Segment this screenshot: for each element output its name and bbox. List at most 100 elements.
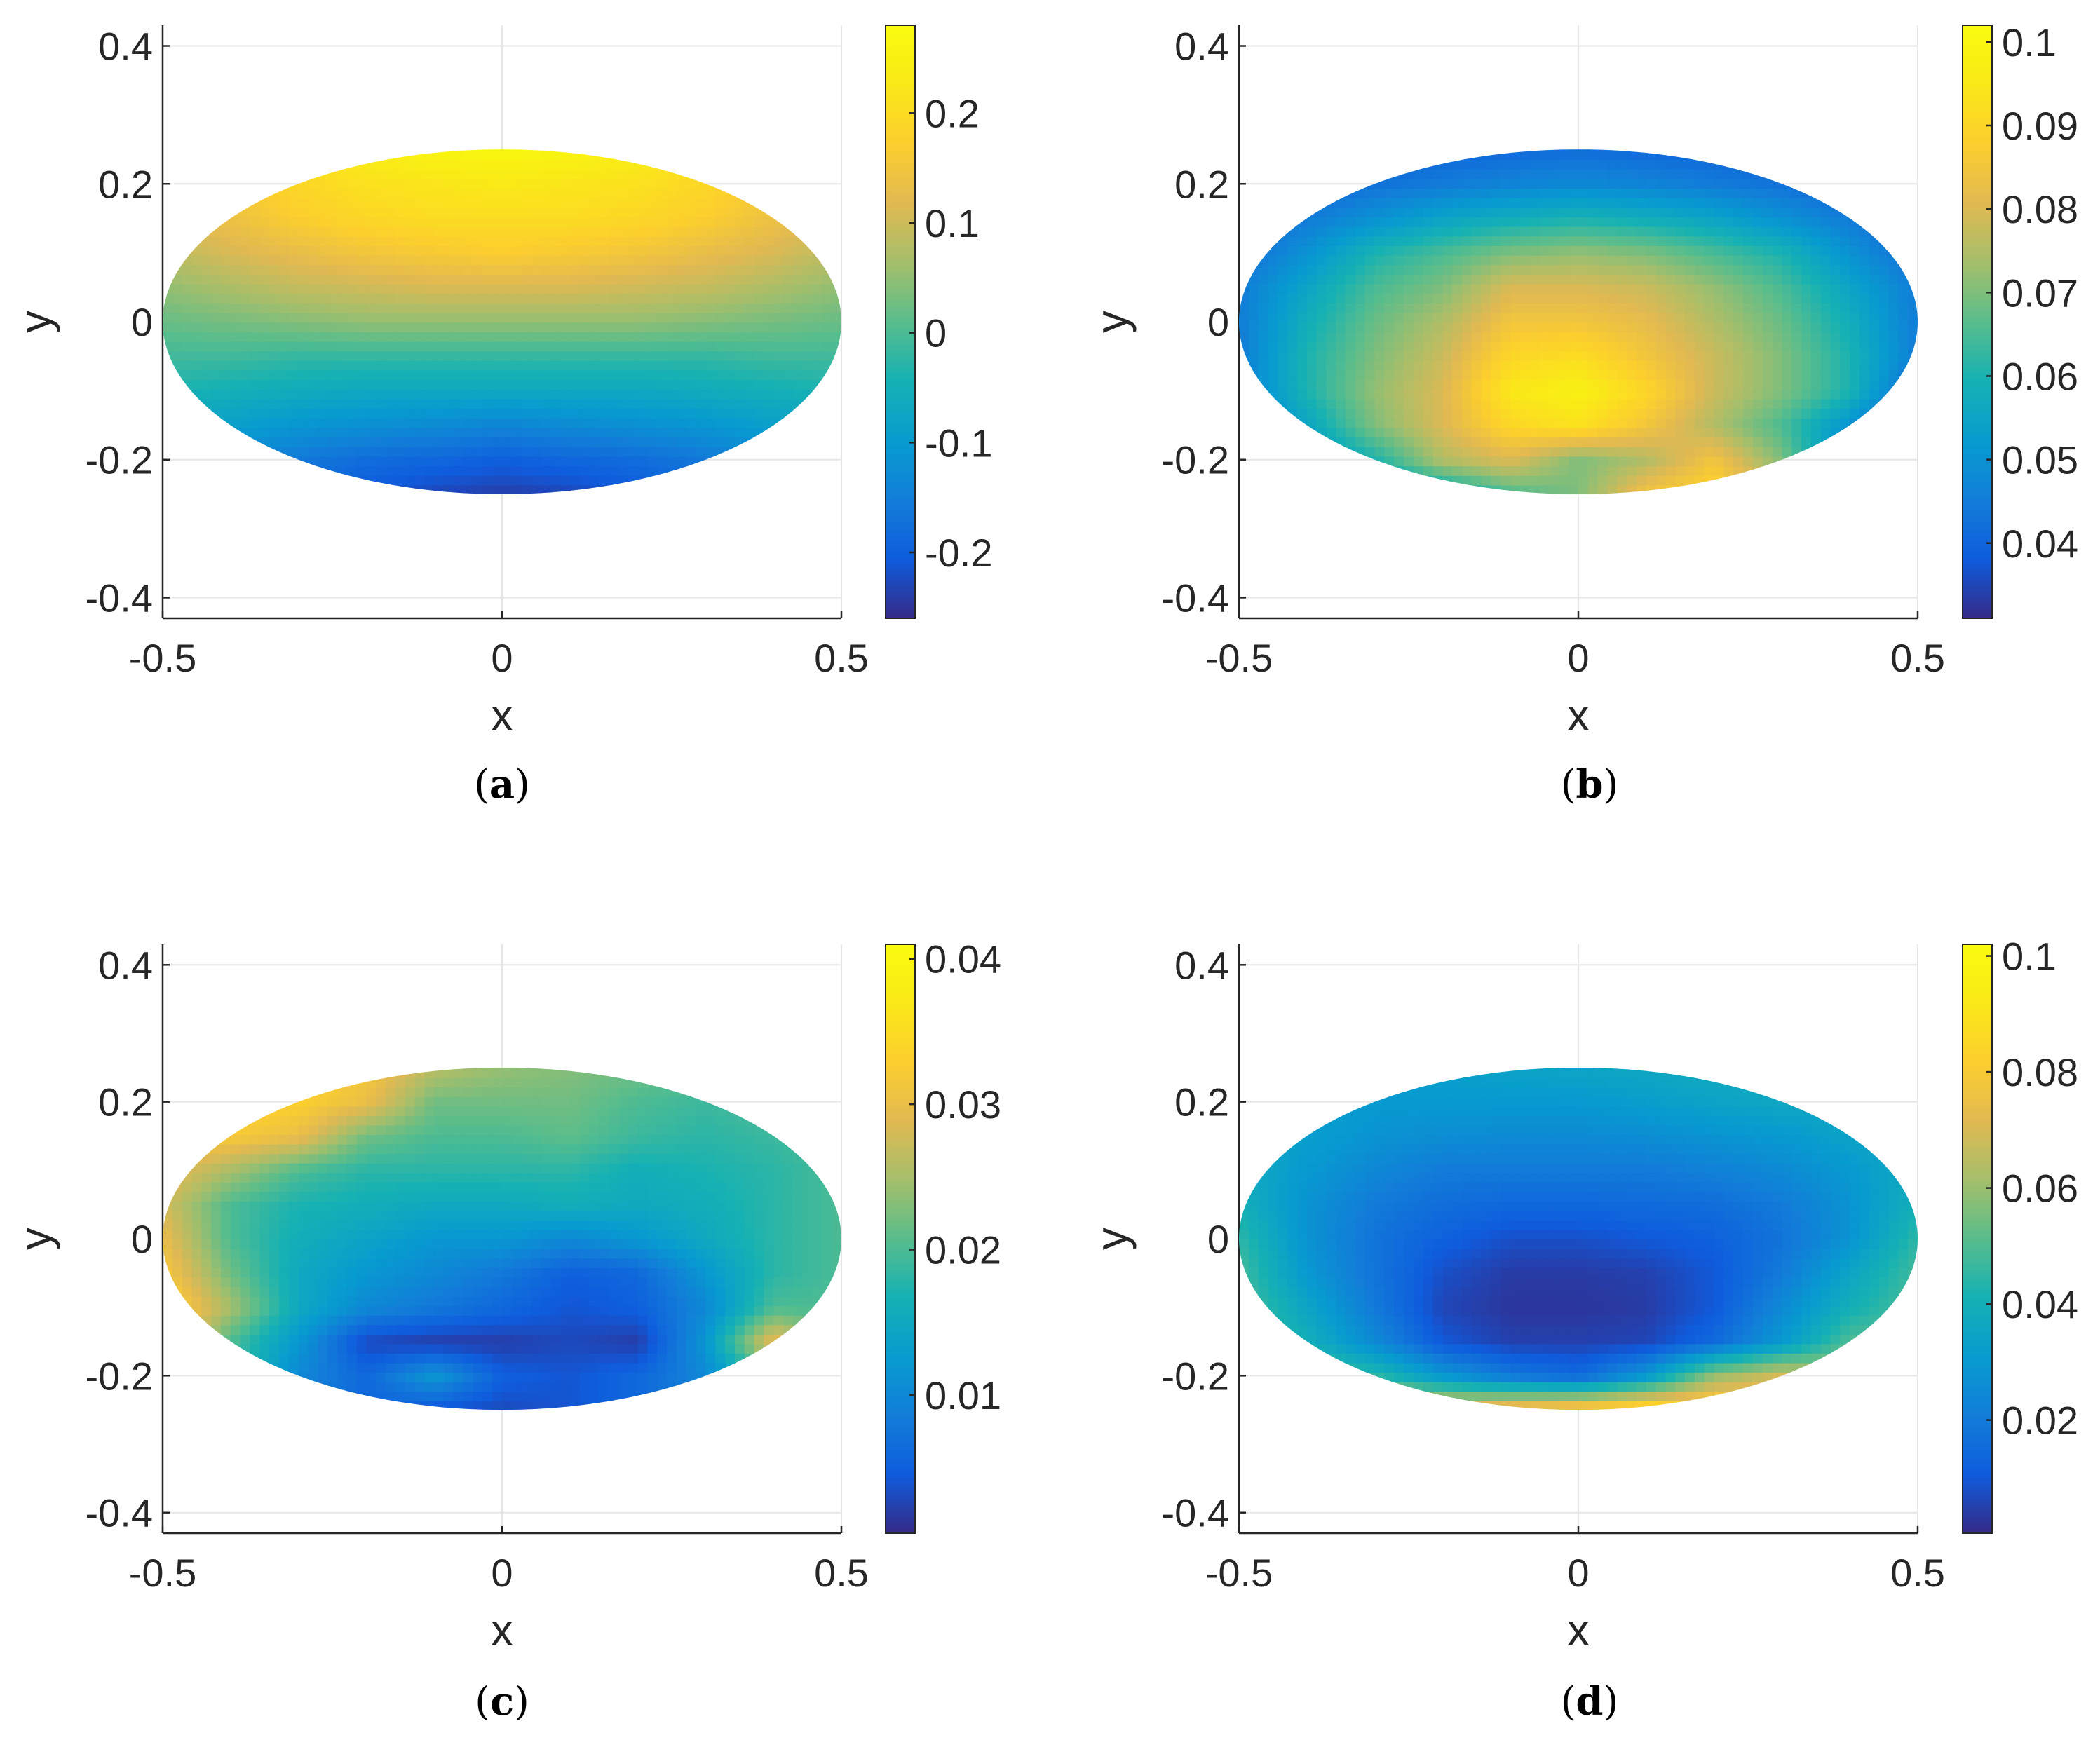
heatmap-cell [463,465,474,476]
heatmap-cell [1607,388,1618,400]
heatmap-cell [1869,341,1880,352]
heatmap-cell [1869,446,1880,457]
heatmap-cell [337,264,348,275]
heatmap-cell [579,149,590,160]
heatmap-cell [356,302,367,313]
heatmap-cell [1859,446,1871,457]
heatmap-cell [1636,341,1647,352]
heatmap-cell [792,427,804,438]
heatmap-cell [1423,322,1434,332]
heatmap-cell [1723,484,1735,494]
heatmap-cell [1539,331,1550,342]
heatmap-cell [1442,187,1454,198]
heatmap-cell [1258,350,1269,361]
heatmap-cell [715,293,726,304]
heatmap-cell [1743,187,1754,198]
heatmap-cell [647,407,658,419]
heatmap-cell [1723,407,1735,419]
heatmap-cell [589,350,600,361]
heatmap-cell [337,158,348,170]
heatmap-cell [1559,369,1570,381]
heatmap-cell [346,283,358,294]
heatmap-cell [647,369,658,381]
heatmap-cell [318,369,329,381]
heatmap-cell [414,427,426,438]
heatmap-cell [550,302,562,313]
heatmap-cell [1587,178,1599,189]
heatmap-cell [424,341,435,352]
heatmap-cell [1830,293,1841,304]
heatmap-cell [1432,417,1444,428]
heatmap-cell [444,254,455,266]
heatmap-cell [1801,350,1813,361]
heatmap-cell [705,484,717,494]
heatmap-cell [1306,283,1317,294]
heatmap-cell [686,484,697,494]
heatmap-cell [599,216,610,227]
heatmap-cell [589,484,600,494]
heatmap-cell [812,436,823,447]
heatmap-cell [1578,302,1590,313]
heatmap-cell [1413,456,1424,467]
heatmap-cell [1694,273,1705,285]
heatmap-cell [1413,407,1424,419]
heatmap-cell [1384,398,1395,409]
heatmap-cell [802,417,813,428]
heatmap-cell [1878,360,1890,371]
heatmap-cell [1772,436,1783,447]
heatmap-cell [327,254,339,266]
heatmap-cell [1462,312,1473,323]
heatmap-cell [240,427,251,438]
heatmap-cell [579,216,590,227]
heatmap-cell [259,436,271,447]
heatmap-cell [269,417,280,428]
heatmap-cell [1587,475,1599,486]
heatmap-cell [1268,407,1279,419]
heatmap-cell [1646,379,1657,390]
heatmap-cell [832,158,841,170]
heatmap-cell [589,168,600,179]
heatmap-cell [1636,197,1647,208]
heatmap-cell [521,158,532,170]
heatmap-cell [579,197,590,208]
heatmap-cell [667,456,678,467]
heatmap-cell [1384,360,1395,371]
heatmap-cell [696,187,707,198]
heatmap-cell [676,283,687,294]
heatmap-cell [1442,236,1454,246]
heatmap-cell [715,446,726,457]
heatmap-cell [172,187,183,198]
heatmap-cell [783,475,794,486]
heatmap-cell [1501,475,1512,486]
heatmap-cell [1723,302,1735,313]
heatmap-cell [1675,341,1686,352]
heatmap-cell [502,149,513,160]
heatmap-cell [1898,264,1909,275]
heatmap-cell [1539,245,1550,256]
heatmap-cell [1587,322,1599,332]
heatmap-cell [1791,360,1803,371]
heatmap-cell [318,456,329,467]
heatmap-cell [1559,302,1570,313]
heatmap-cell [744,379,755,390]
heatmap-cell [1850,245,1861,256]
heatmap-cell [569,168,581,179]
heatmap-cell [1326,245,1337,256]
heatmap-cell [1617,168,1628,179]
heatmap-cell [230,398,241,409]
heatmap-cell [1346,436,1357,447]
heatmap-cell [1762,341,1773,352]
heatmap-cell [376,369,387,381]
heatmap-cell [1704,207,1715,217]
heatmap-cell [1346,407,1357,419]
heatmap-cell [1481,178,1492,189]
heatmap-cell [1326,293,1337,304]
heatmap-cell [250,436,261,447]
heatmap-cell [783,149,794,160]
heatmap-cell [269,158,280,170]
heatmap-cell [278,226,290,237]
heatmap-cell [1772,264,1783,275]
heatmap-cell [725,427,736,438]
heatmap-cell [599,245,610,256]
heatmap-cell [812,216,823,227]
